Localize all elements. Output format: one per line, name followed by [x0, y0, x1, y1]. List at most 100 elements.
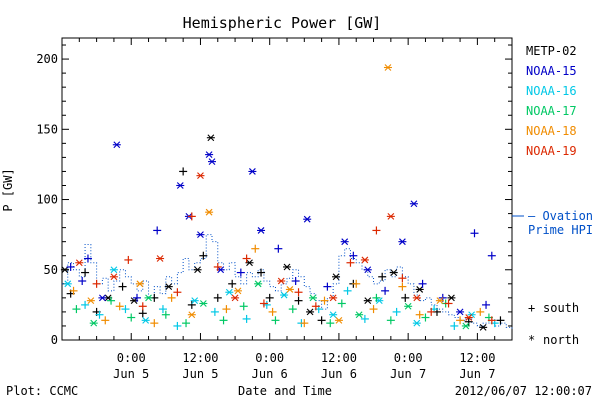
data-point: [464, 317, 473, 326]
data-point: [205, 151, 214, 158]
data-point: [98, 294, 107, 302]
data-point: [372, 226, 381, 235]
data-point: [386, 316, 395, 325]
data-point: [75, 259, 84, 267]
data-point: [332, 273, 341, 281]
data-point: [360, 314, 369, 323]
data-point: [210, 307, 219, 316]
data-point: [456, 308, 465, 316]
y-tick-label: 50: [44, 263, 58, 277]
data-point: [158, 305, 167, 314]
legend-south-symbol: +: [528, 301, 535, 315]
data-point: [118, 282, 127, 291]
y-axis: 0 50 100 150 200: [36, 44, 512, 347]
data-point: [138, 302, 147, 311]
data-point: [323, 282, 332, 291]
data-point: [135, 280, 144, 288]
data-point: [208, 158, 216, 165]
data-point: [205, 208, 214, 216]
x-tick-date: Jun 7: [459, 367, 495, 381]
data-point: [179, 167, 188, 176]
data-point: [360, 256, 369, 264]
data-point: [306, 308, 315, 316]
data-point: [141, 316, 150, 324]
x-tick-date: Jun 5: [182, 367, 218, 381]
data-point: [254, 280, 263, 288]
data-point: [450, 321, 459, 330]
x-tick-date: Jun 6: [321, 367, 357, 381]
data-point: [291, 277, 300, 286]
data-point: [239, 302, 248, 311]
data-point: [150, 319, 159, 328]
data-point: [412, 294, 421, 302]
data-point: [285, 286, 294, 293]
data-point: [161, 310, 170, 319]
data-point: [461, 322, 470, 330]
ovation-line: [62, 234, 513, 329]
data-point: [222, 305, 231, 314]
x-tick-time: 0:00: [255, 351, 284, 365]
x-axis-label: Date and Time: [238, 384, 332, 398]
y-tick-label: 100: [36, 193, 58, 207]
data-point: [66, 262, 75, 271]
data-point: [383, 64, 392, 71]
data-point: [470, 229, 479, 238]
legend-ovation-line1: — Ovation: [528, 209, 593, 223]
data-point: [127, 313, 136, 322]
data-point: [427, 307, 436, 316]
data-point: [363, 266, 372, 274]
data-point: [233, 287, 242, 295]
data-point: [381, 286, 390, 295]
data-point: [283, 263, 291, 271]
data-point: [257, 268, 266, 277]
data-point: [92, 279, 101, 288]
data-point: [294, 296, 303, 305]
data-point: [81, 268, 90, 277]
data-point: [89, 319, 98, 327]
data-point: [346, 258, 355, 267]
data-point: [164, 283, 173, 291]
data-point: [317, 316, 326, 325]
data-point: [173, 321, 182, 330]
data-point: [206, 134, 215, 142]
data-point: [418, 279, 427, 288]
data-point: [193, 266, 202, 274]
data-point: [225, 288, 234, 296]
data-point: [213, 293, 222, 302]
data-point: [409, 200, 418, 208]
x-tick-time: 12:00: [321, 351, 357, 365]
x-tick-date: Jun 5: [113, 367, 149, 381]
data-points-layer: [60, 64, 505, 331]
x-tick-time: 12:00: [182, 351, 218, 365]
data-point: [115, 302, 124, 311]
data-point: [294, 288, 303, 297]
data-point: [124, 255, 133, 264]
data-point: [83, 254, 92, 263]
y-tick-label: 200: [36, 52, 58, 66]
data-point: [412, 319, 421, 327]
data-point: [444, 299, 453, 308]
data-point: [479, 323, 488, 331]
data-point: [271, 316, 280, 325]
data-point: [447, 294, 456, 302]
data-point: [182, 319, 191, 328]
data-point: [187, 311, 196, 319]
data-point: [251, 244, 260, 253]
data-point: [482, 300, 491, 309]
data-point: [363, 297, 372, 305]
data-point: [415, 310, 424, 319]
data-point: [199, 251, 208, 260]
data-point: [415, 286, 424, 293]
data-point: [274, 244, 283, 253]
data-point: [389, 269, 398, 276]
data-point: [352, 279, 361, 288]
data-point: [259, 299, 268, 308]
data-point: [280, 291, 289, 299]
data-point: [311, 302, 320, 311]
legend-south-label: south: [543, 301, 579, 315]
data-point: [277, 277, 286, 285]
data-point: [190, 297, 199, 305]
legend: METP-02 NOAA-15 NOAA-16 NOAA-17 NOAA-18 NOAA-…: [526, 44, 577, 158]
data-point: [288, 305, 297, 314]
